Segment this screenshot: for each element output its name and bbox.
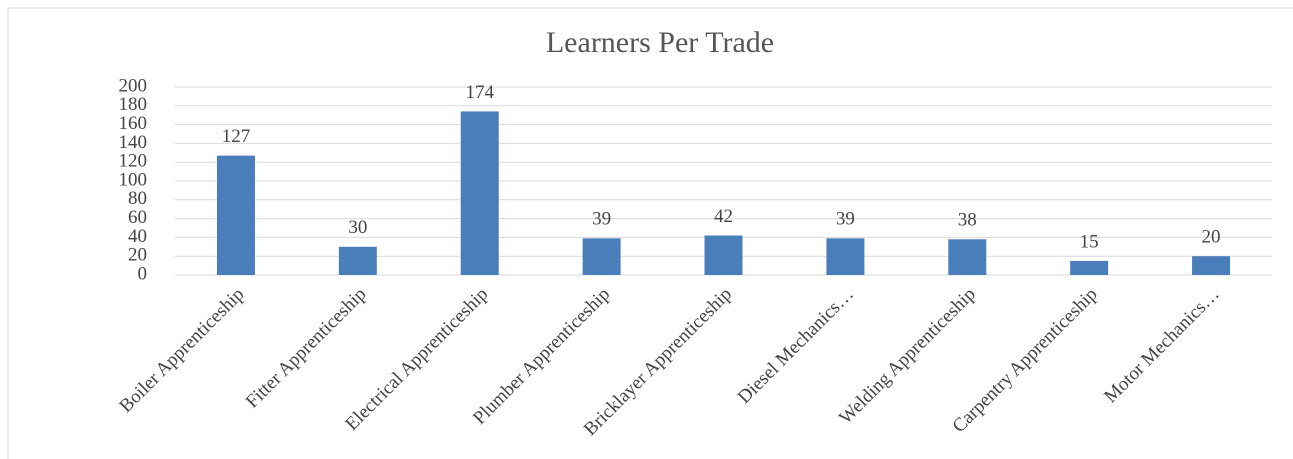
data-label: 42 xyxy=(714,206,733,227)
data-label: 39 xyxy=(836,209,855,230)
x-tick-label: Boiler Apprenticeship xyxy=(115,284,248,417)
bar xyxy=(460,111,499,275)
x-tick-label: Welding Apprenticeship xyxy=(835,284,980,429)
x-tick-label: Fitter Apprenticeship xyxy=(242,284,371,413)
y-tick-label: 0 xyxy=(138,263,148,284)
y-tick-label: 180 xyxy=(119,94,148,115)
x-tick-label: Plumber Apprenticeship xyxy=(469,284,614,429)
chart-title: Learners Per Trade xyxy=(546,26,774,59)
y-tick-label: 80 xyxy=(128,188,147,209)
data-label: 38 xyxy=(958,210,977,231)
bar xyxy=(338,246,377,275)
bar xyxy=(1192,256,1231,275)
data-label: 15 xyxy=(1080,231,1099,252)
y-tick-label: 160 xyxy=(119,113,148,134)
bar xyxy=(704,235,743,275)
bar xyxy=(582,238,621,275)
bar xyxy=(1070,260,1109,275)
x-tick-label: Diesel Mechanics… xyxy=(734,284,858,408)
y-tick-label: 200 xyxy=(119,75,148,96)
y-tick-label: 60 xyxy=(128,207,147,228)
bar xyxy=(948,239,987,275)
y-tick-label: 20 xyxy=(128,245,147,266)
chart-frame xyxy=(7,7,1293,459)
y-tick-label: 140 xyxy=(119,132,148,153)
x-tick-label: Motor Mechanics… xyxy=(1100,284,1223,407)
data-label: 127 xyxy=(222,126,251,147)
data-label: 20 xyxy=(1202,227,1221,248)
y-tick-label: 40 xyxy=(128,226,147,247)
bar xyxy=(826,238,865,275)
data-label: 30 xyxy=(348,217,367,238)
data-label: 39 xyxy=(592,209,611,230)
data-label: 174 xyxy=(465,82,494,103)
y-tick-label: 100 xyxy=(119,169,148,190)
bar xyxy=(216,155,255,275)
y-tick-label: 120 xyxy=(119,151,148,172)
